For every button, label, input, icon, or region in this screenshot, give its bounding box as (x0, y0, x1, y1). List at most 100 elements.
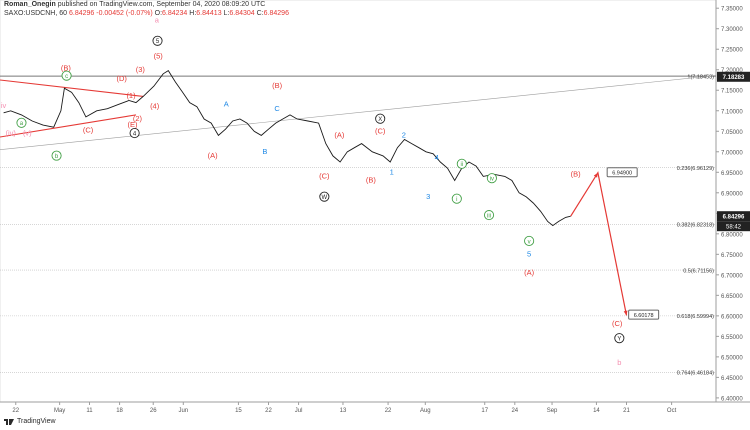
wave-label: X (378, 117, 382, 123)
open-value: 6.84234 (162, 10, 188, 17)
wave-label: (C) (83, 125, 94, 134)
price-label-text: 7.18283 (723, 75, 745, 81)
x-tick-label: 18 (116, 408, 123, 414)
y-tick-label: 7.00000 (721, 150, 743, 156)
price-line[interactable] (3, 69, 571, 227)
time-badge-text: 58:42 (726, 224, 742, 230)
wave-label: v (528, 239, 531, 245)
wave-label: (5) (154, 52, 164, 61)
target-price-box (628, 309, 660, 320)
wave-label-circle (614, 333, 625, 344)
tradingview-logo-icon (4, 419, 14, 425)
publish-info: published on TradingView.com, September … (57, 1, 266, 8)
wave-label-circle (524, 235, 535, 247)
x-tick-label: Sep (547, 408, 558, 414)
fib-level-label: 0.618(6.59994) (677, 314, 714, 320)
y-tick-label: 6.45000 (721, 376, 743, 382)
fib-level-label: 0.764(6.46184) (677, 371, 714, 377)
y-tick-label: 6.65000 (721, 294, 743, 300)
x-tick-label: Jul (295, 408, 303, 414)
high-label: H: (189, 10, 197, 17)
arrow-head-down (623, 310, 628, 316)
wave-label: 5 (527, 249, 531, 258)
y-tick-label: 7.30000 (721, 27, 743, 33)
wave-label: a (20, 121, 24, 127)
tradingview-footer: TradingView (4, 418, 56, 425)
price-change: -0.00452 (-0.07%) (96, 10, 153, 17)
wave-label: (C) (612, 319, 623, 328)
arrow-head-up (593, 172, 598, 178)
last-price: 6.84296 (68, 10, 95, 17)
symbol-line: SAXO:USDCNH, 60 6.84296 -0.00452 (-0.07%… (4, 10, 289, 17)
y-tick-label: 6.90000 (721, 191, 743, 197)
high-value: 6.84413 (196, 10, 222, 17)
wave-label: (C) (375, 126, 386, 135)
x-tick-label: 11 (86, 408, 93, 414)
wave-label: 2 (402, 130, 406, 139)
wave-label: (B) (272, 81, 283, 90)
wave-label: (iv) (6, 128, 17, 137)
x-tick-label: 26 (150, 408, 157, 414)
wave-label: W (322, 195, 328, 201)
y-tick-label: 6.55000 (721, 335, 743, 341)
wave-label: 3 (426, 192, 430, 201)
wave-label: ii (460, 162, 463, 168)
x-tick-label: 17 (481, 408, 488, 414)
wave-label: b (617, 358, 621, 367)
wave-label: (E) (127, 120, 138, 129)
low-label: L: (223, 10, 230, 17)
time-badge-box (717, 221, 750, 232)
wave-label: iv (1, 101, 7, 110)
wave-label: iv (490, 176, 494, 182)
plot-area[interactable] (0, 0, 717, 403)
publish-line: Roman_Onegin published on TradingView.co… (4, 1, 265, 8)
x-tick-label: May (54, 408, 65, 414)
wave-label: 5 (156, 39, 160, 45)
y-tick-label: 6.75000 (721, 253, 743, 259)
wave-label-circle (152, 35, 163, 46)
wave-label: (B) (571, 169, 582, 178)
fib-level-label: 0.236(6.96129) (677, 166, 714, 172)
trendline (0, 75, 717, 151)
y-tick-label: 7.35000 (721, 7, 743, 13)
target-price-label: 6.60178 (634, 313, 654, 319)
y-tick-label: 6.95000 (721, 171, 743, 177)
x-tick-label: 15 (235, 408, 242, 414)
wave-label: a (155, 16, 160, 25)
wave-label-circle (483, 210, 495, 221)
wave-label-circle (51, 150, 62, 161)
wave-label-circle (451, 193, 462, 204)
y-tick-label: 7.15000 (721, 89, 743, 95)
target-price-label: 6.94900 (612, 170, 632, 176)
author-name: Roman_Onegin (4, 1, 56, 8)
wave-label: (A) (524, 268, 535, 277)
x-tick-label: 22 (265, 408, 272, 414)
wave-label: B (262, 147, 267, 156)
x-tick-label: 22 (12, 408, 19, 414)
wave-label: 1 (390, 167, 394, 176)
wave-label: (C) (319, 171, 330, 180)
projection-path (570, 171, 628, 316)
wave-label: (A) (208, 151, 219, 160)
y-tick-label: 6.50000 (721, 355, 743, 361)
x-tick-label: Jun (178, 408, 188, 414)
wave-label: 4 (435, 153, 439, 162)
x-tick-label: 13 (340, 408, 347, 414)
y-tick-label: 6.70000 (721, 273, 743, 279)
y-tick-label: 7.25000 (721, 48, 743, 54)
triangle-lower-line (0, 114, 137, 138)
x-tick-label: 14 (593, 408, 600, 414)
wave-label: (3) (136, 65, 146, 74)
wave-label: iii (487, 213, 491, 219)
wave-label: (B) (61, 64, 72, 73)
target-price-box (606, 167, 638, 178)
wave-label: (1) (126, 91, 136, 100)
wave-label-circle (129, 128, 140, 139)
wave-label-circle (486, 173, 497, 184)
price-label-box (717, 71, 750, 82)
wave-label: b (55, 154, 59, 160)
wave-label-circle (16, 117, 27, 128)
y-tick-label: 6.60000 (721, 314, 743, 320)
wave-label: (4) (150, 102, 160, 111)
